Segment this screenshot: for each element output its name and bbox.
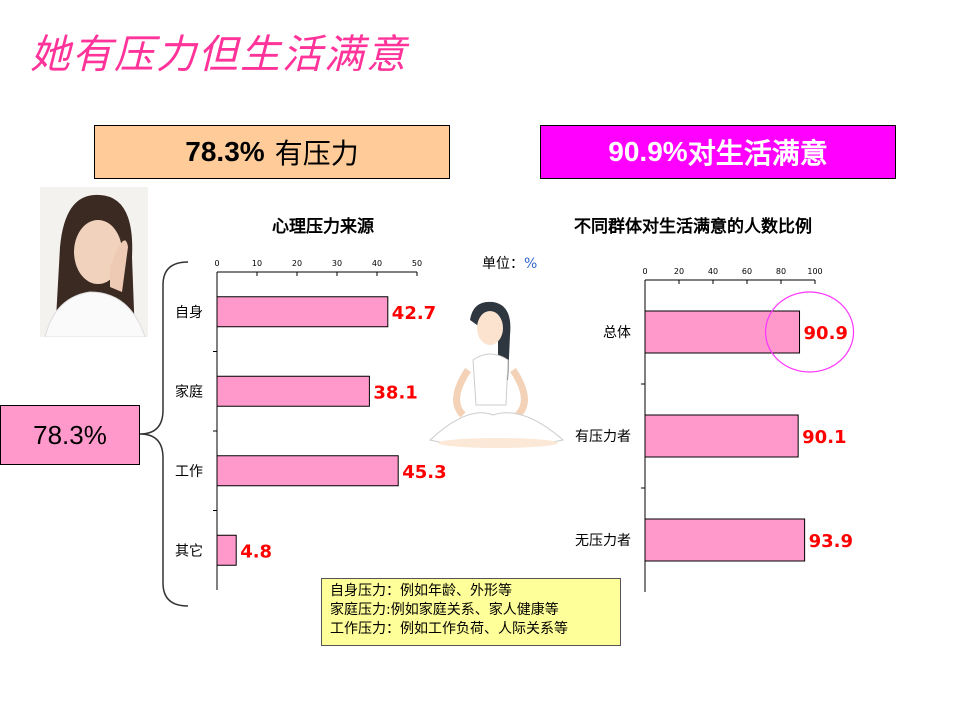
stress-percent: 78.3%	[185, 136, 265, 167]
value-label: 93.9	[809, 531, 853, 552]
unit-text: 单位：	[482, 256, 524, 272]
satisfaction-label: 对生活满意	[687, 138, 828, 169]
note-line: 工作压力：例如工作负荷、人际关系等	[330, 621, 568, 637]
stressed-woman-photo	[40, 187, 148, 337]
x-tick-label: 0	[642, 267, 647, 276]
x-tick-label: 0	[214, 259, 219, 268]
category-label: 无压力者	[575, 533, 631, 549]
stress-label: 有压力	[274, 138, 359, 169]
satisfaction-summary-box: 90.9% 对生活满意	[540, 125, 896, 179]
x-tick-label: 40	[372, 259, 382, 268]
unit-symbol: %	[524, 256, 538, 272]
note-line: 家庭压力:例如家庭关系、家人健康等	[330, 602, 559, 618]
x-tick-label: 20	[674, 267, 684, 276]
x-tick-label: 10	[252, 259, 262, 268]
x-tick-label: 80	[776, 267, 786, 276]
note-box: 自身压力：例如年龄、外形等 家庭压力:例如家庭关系、家人健康等 工作压力：例如工…	[321, 578, 621, 646]
stress-summary-box: 78.3% 有压力	[94, 125, 450, 179]
value-label: 90.9	[804, 323, 848, 344]
bar	[216, 455, 399, 487]
category-label: 总体	[603, 325, 631, 341]
bar	[216, 296, 389, 328]
category-label: 其它	[175, 542, 203, 559]
chart-stress-sources: 0 10 20 30 40 50 自身 42.7 家庭 38.1 工作 45.3 其它 4.8	[175, 259, 447, 590]
x-tick-label: 50	[412, 259, 422, 268]
bracket	[139, 261, 189, 607]
value-label: 38.1	[373, 382, 417, 403]
x-tick-label: 40	[708, 267, 718, 276]
x-tick-label: 30	[332, 259, 342, 268]
bar	[216, 375, 370, 407]
highlight-circle	[764, 291, 855, 373]
value-label: 90.1	[802, 427, 846, 448]
stress-total-box: 78.3%	[0, 405, 140, 465]
x-tick-label: 20	[292, 259, 302, 268]
satisfaction-percent: 90.9%	[608, 136, 688, 167]
meditating-woman-illustration	[428, 301, 565, 448]
value-label: 45.3	[402, 462, 446, 483]
value-label: 42.7	[392, 303, 436, 324]
x-tick-label: 100	[807, 267, 822, 276]
bar	[644, 414, 799, 458]
bar	[216, 534, 237, 566]
bar	[644, 310, 801, 354]
category-label: 有压力者	[575, 429, 631, 445]
slide-title: 她有压力但生活满意	[30, 32, 408, 78]
category-label: 自身	[175, 305, 203, 321]
category-label: 工作	[175, 464, 203, 480]
x-tick-label: 60	[742, 267, 752, 276]
chart-satisfaction: 0 20 40 60 80 100 总体 90.9 有压力者 90.1 无压力者 93.9	[575, 267, 855, 592]
chart-title-stress-sources: 心理压力来源	[272, 217, 374, 237]
unit-label: 单位：%	[482, 253, 537, 273]
category-label: 家庭	[175, 383, 203, 400]
value-label: 4.8	[240, 541, 272, 562]
chart-title-satisfaction: 不同群体对生活满意的人数比例	[574, 217, 812, 237]
note-line: 自身压力：例如年龄、外形等	[330, 583, 512, 599]
bar	[644, 518, 806, 562]
